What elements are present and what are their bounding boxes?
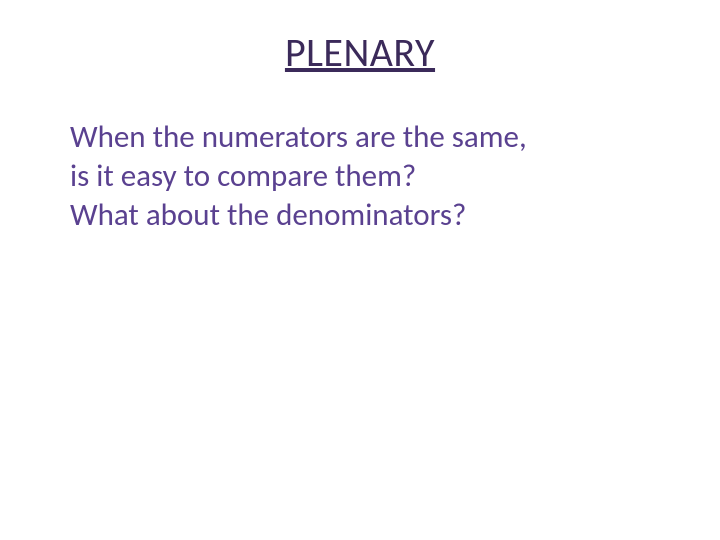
slide-body: When the numerators are the same, is it …	[70, 118, 630, 234]
body-line-2: is it easy to compare them?	[70, 157, 630, 196]
slide-title: PLENARY	[0, 28, 720, 77]
body-line-1: When the numerators are the same,	[70, 118, 630, 157]
body-line-3: What about the denominators?	[70, 196, 630, 235]
slide-container: PLENARY When the numerators are the same…	[0, 0, 720, 540]
